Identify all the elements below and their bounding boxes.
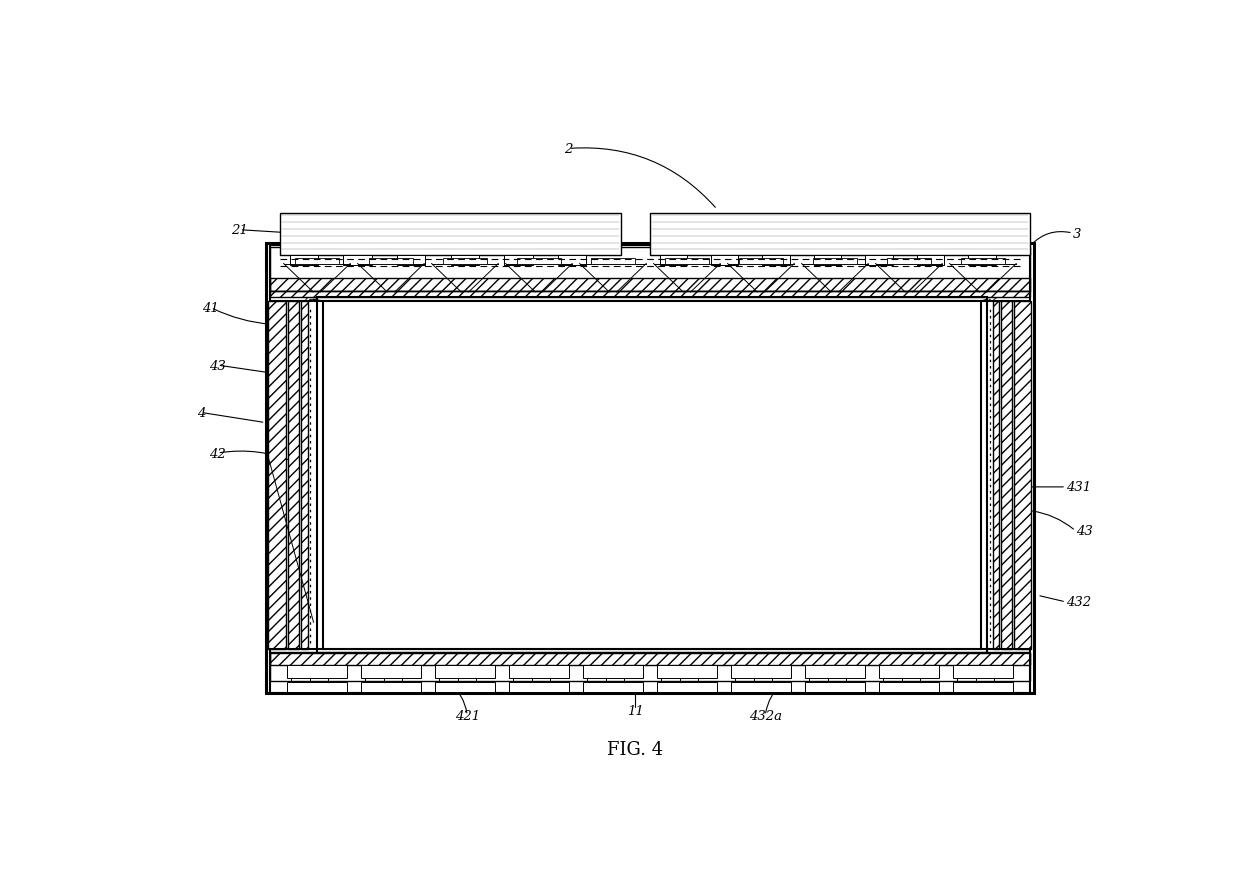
Text: 21: 21 bbox=[231, 224, 248, 237]
Text: 432a: 432a bbox=[749, 709, 781, 723]
Bar bbox=[657, 666, 717, 679]
Text: 3: 3 bbox=[1073, 227, 1081, 241]
Bar bbox=[295, 259, 339, 264]
Bar bbox=[288, 666, 346, 679]
Bar bbox=[510, 683, 568, 692]
Bar bbox=[270, 248, 1029, 291]
Bar bbox=[270, 653, 1029, 666]
Bar bbox=[270, 650, 1029, 694]
Bar bbox=[954, 666, 1013, 679]
Bar bbox=[879, 666, 939, 679]
Bar bbox=[324, 301, 982, 650]
Text: 41: 41 bbox=[202, 302, 219, 314]
Bar bbox=[517, 259, 562, 264]
Bar bbox=[590, 259, 635, 264]
Bar bbox=[805, 666, 864, 679]
Bar bbox=[961, 259, 1006, 264]
Text: FIG. 4: FIG. 4 bbox=[608, 740, 663, 758]
Bar bbox=[270, 279, 1029, 291]
Bar bbox=[763, 255, 790, 265]
Bar bbox=[732, 666, 791, 679]
Text: 42: 42 bbox=[210, 447, 226, 460]
Bar bbox=[280, 213, 621, 255]
Text: 43: 43 bbox=[210, 359, 226, 372]
Bar bbox=[450, 255, 479, 265]
Bar bbox=[435, 666, 495, 679]
Text: 431: 431 bbox=[1066, 481, 1091, 493]
Bar bbox=[916, 255, 944, 265]
Bar bbox=[665, 259, 709, 264]
Bar bbox=[270, 652, 1029, 681]
Text: 4: 4 bbox=[197, 407, 206, 420]
Bar bbox=[739, 259, 784, 264]
Bar bbox=[290, 255, 317, 265]
Text: 432: 432 bbox=[1066, 596, 1091, 608]
Bar bbox=[435, 683, 495, 692]
Text: 11: 11 bbox=[627, 704, 644, 717]
Bar bbox=[583, 666, 642, 679]
Bar bbox=[993, 301, 998, 650]
Bar bbox=[583, 683, 642, 692]
Bar bbox=[968, 255, 996, 265]
Bar bbox=[397, 255, 425, 265]
Text: 2: 2 bbox=[564, 143, 573, 155]
Bar bbox=[805, 683, 864, 692]
Bar bbox=[558, 255, 587, 265]
Bar bbox=[343, 255, 372, 265]
Bar bbox=[443, 259, 487, 264]
Text: 421: 421 bbox=[455, 709, 480, 723]
Bar bbox=[813, 255, 841, 265]
Bar bbox=[301, 301, 308, 650]
Bar bbox=[317, 298, 987, 653]
Bar bbox=[711, 255, 738, 265]
Bar bbox=[1014, 301, 1032, 650]
Bar bbox=[361, 666, 420, 679]
Bar bbox=[368, 259, 413, 264]
Text: 43: 43 bbox=[1075, 525, 1092, 537]
Bar bbox=[510, 666, 568, 679]
Text: 1: 1 bbox=[655, 414, 663, 426]
Bar bbox=[812, 259, 857, 264]
Bar bbox=[650, 213, 1029, 255]
Bar bbox=[879, 683, 939, 692]
Bar bbox=[1001, 301, 1012, 650]
Bar bbox=[866, 255, 893, 265]
Bar bbox=[361, 683, 420, 692]
Bar bbox=[887, 259, 931, 264]
Bar bbox=[732, 683, 791, 692]
Bar bbox=[270, 291, 1029, 298]
Bar bbox=[288, 301, 299, 650]
Bar bbox=[288, 683, 346, 692]
Bar bbox=[660, 255, 687, 265]
Bar bbox=[505, 255, 533, 265]
Bar bbox=[265, 244, 1034, 694]
Bar bbox=[657, 683, 717, 692]
Bar bbox=[954, 683, 1013, 692]
Bar bbox=[268, 301, 285, 650]
Bar bbox=[270, 245, 1029, 301]
